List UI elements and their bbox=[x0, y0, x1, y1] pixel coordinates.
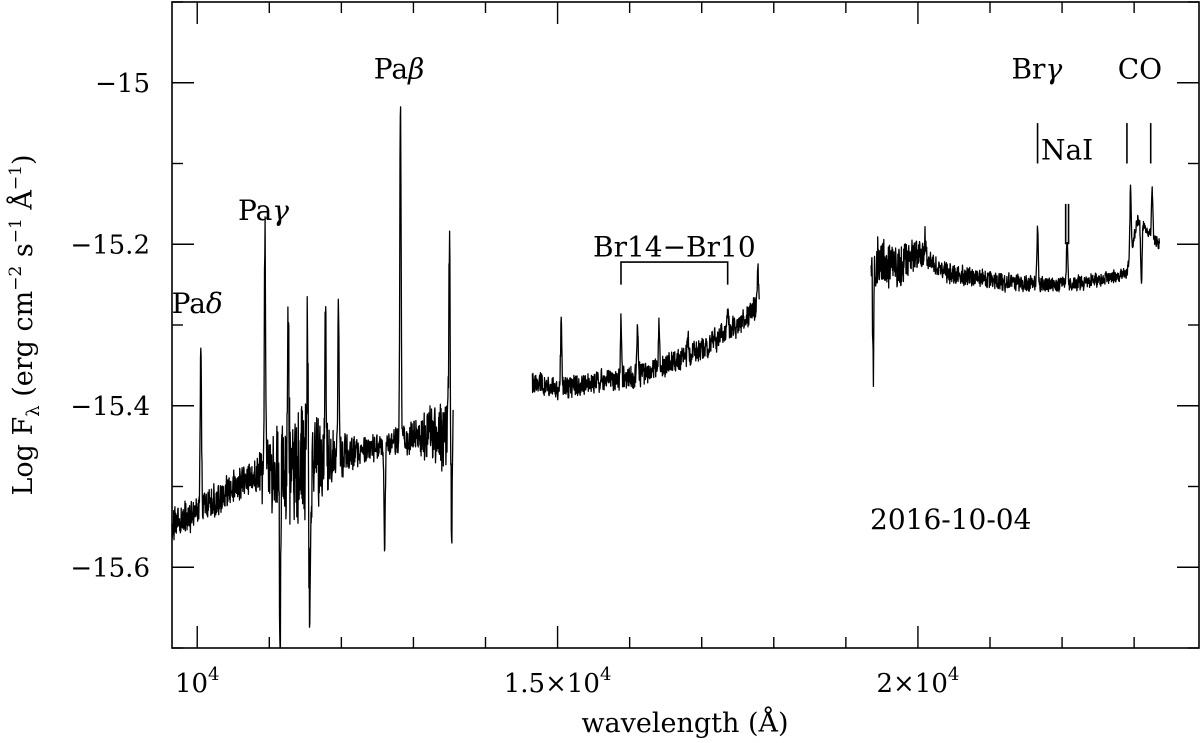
spectrum-j-band bbox=[171, 106, 454, 649]
x-tick-label: 1.5×104 bbox=[504, 664, 612, 699]
y-axis-title-lead: Log F bbox=[8, 417, 39, 496]
annotation-text: CO bbox=[1118, 53, 1162, 86]
annotation-greek: γ bbox=[272, 194, 289, 227]
y-axis-title-close: ) bbox=[8, 154, 39, 165]
annotation-text: Br bbox=[1011, 53, 1046, 86]
annotation-greek: β bbox=[407, 53, 424, 86]
x-tick-label: 2×104 bbox=[876, 664, 959, 699]
axis-ticks bbox=[172, 1, 1199, 649]
x-axis-title: wavelength (Å) bbox=[581, 706, 788, 739]
y-tick-labels: −15 −15.2 −15.4 −15.6 bbox=[70, 69, 150, 584]
annotation-text: Br14−Br10 bbox=[593, 230, 756, 263]
annotation-pa-: Paδ bbox=[172, 287, 223, 320]
annotation-text: Pa bbox=[172, 287, 206, 320]
annotation-text: Pa bbox=[238, 194, 272, 227]
x-tick-labels: 104 1.5×104 2×104 bbox=[175, 664, 959, 699]
x-tick-label-exp: 4 bbox=[208, 664, 219, 685]
spectrum-series bbox=[171, 106, 1161, 649]
y-tick-label: −15.6 bbox=[70, 553, 150, 583]
annotation-text: Pa bbox=[374, 53, 408, 86]
plot-frame bbox=[171, 1, 1200, 649]
x-tick-label-base: 10 bbox=[175, 669, 208, 699]
y-tick-label: −15.4 bbox=[70, 392, 150, 422]
annotation-br-: Brγ bbox=[1011, 53, 1062, 86]
annotation-greek: γ bbox=[1045, 53, 1062, 86]
y-axis-title-unit: Å bbox=[6, 190, 39, 219]
annotation-pa-: Paγ bbox=[238, 194, 289, 227]
y-axis-title: Log Fλ (erg cm−2 s−1 Å−1) bbox=[6, 154, 44, 495]
y-axis-title-mid: s bbox=[8, 243, 39, 265]
y-axis-title-sub: λ bbox=[23, 405, 44, 416]
annotation-greek: δ bbox=[206, 287, 223, 320]
observation-date-label: 2016-10-04 bbox=[870, 503, 1031, 536]
annotation-nai: NaI bbox=[1041, 133, 1093, 166]
y-tick-label: −15.2 bbox=[70, 230, 150, 260]
x-tick-label-base: 2×10 bbox=[876, 669, 947, 699]
y-axis-title-exp3: −1 bbox=[6, 165, 26, 190]
annotation-text: NaI bbox=[1041, 133, 1093, 166]
x-tick-label: 104 bbox=[175, 664, 220, 699]
annotation-pa-: Paβ bbox=[374, 53, 424, 86]
y-axis-title-exp2: −1 bbox=[6, 218, 26, 243]
x-tick-label-base: 1.5×10 bbox=[504, 669, 600, 699]
spectrum-k-band bbox=[870, 184, 1161, 388]
annotation-br14-br10: Br14−Br10 bbox=[593, 230, 756, 263]
spectrum-h-band bbox=[531, 263, 760, 401]
y-axis-title-open: (erg cm bbox=[8, 291, 39, 406]
x-tick-label-exp: 4 bbox=[948, 664, 959, 685]
x-tick-label-exp: 4 bbox=[600, 664, 611, 685]
y-axis-title-exp1: −2 bbox=[6, 266, 26, 291]
bracket-br14-br10 bbox=[620, 261, 729, 285]
y-tick-label: −15 bbox=[95, 69, 150, 99]
annotation-co: CO bbox=[1118, 53, 1162, 86]
